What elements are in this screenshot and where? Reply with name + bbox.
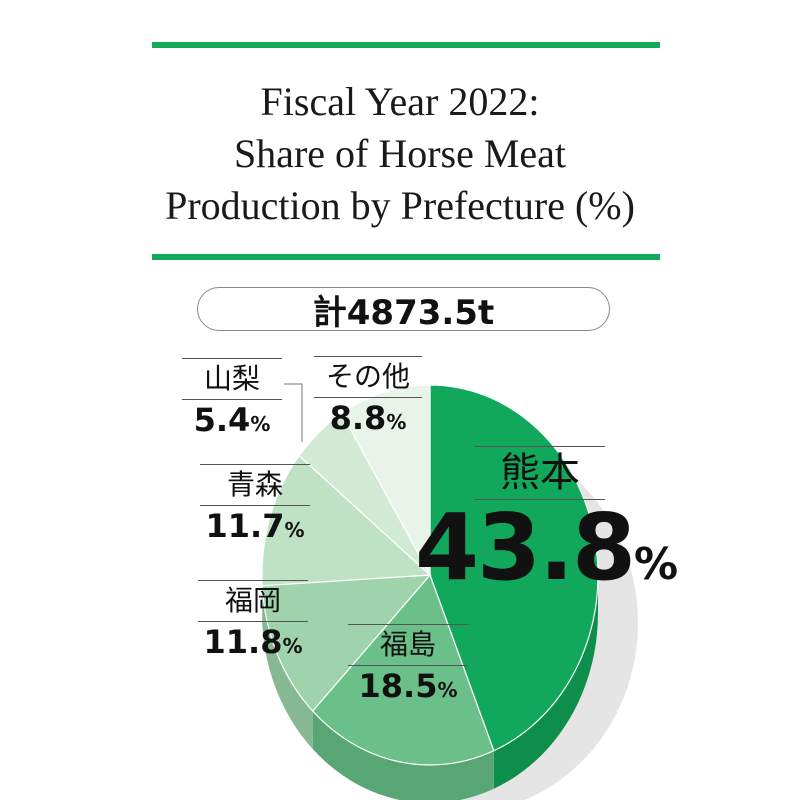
slice-name-yamanashi: 山梨 bbox=[182, 358, 282, 400]
slice-unit-yamanashi: % bbox=[250, 412, 271, 436]
slice-3 bbox=[261, 454, 432, 587]
slice-name-fukuoka: 福岡 bbox=[198, 580, 308, 622]
slice-1 bbox=[311, 573, 495, 766]
slice-unit-other: % bbox=[386, 410, 407, 434]
total-badge: 計4873.5t bbox=[197, 287, 610, 333]
slice-unit-fukuoka: % bbox=[282, 634, 303, 658]
title-line-1: Fiscal Year 2022: bbox=[260, 79, 540, 124]
slice-name-fukushima: 福島 bbox=[348, 624, 468, 666]
title-line-3: Production by Prefecture (%) bbox=[165, 183, 635, 228]
slice-label-aomori: 青森 11.7% bbox=[200, 464, 310, 550]
slice-side-1 bbox=[312, 711, 494, 800]
slice-value-yamanashi: 5.4 bbox=[193, 401, 251, 439]
slice-label-yamanashi: 山梨 5.4% bbox=[182, 358, 282, 444]
slice-name-other: その他 bbox=[314, 356, 422, 398]
slice-unit-aomori: % bbox=[284, 518, 305, 542]
slice-name-aomori: 青森 bbox=[200, 464, 310, 506]
slice-value-aomori: 11.7 bbox=[205, 507, 285, 545]
slice-value-fukushima: 18.5 bbox=[358, 667, 438, 705]
slice-5 bbox=[340, 384, 431, 576]
slice-label-fukushima: 福島 18.5% bbox=[348, 624, 468, 710]
leader-line-yamanashi bbox=[284, 383, 303, 442]
slice-value-kumamoto: 43.8 bbox=[415, 494, 636, 601]
slice-side-0 bbox=[493, 575, 598, 789]
slice-label-kumamoto: 熊本 43.8% bbox=[415, 446, 678, 613]
chart-title: Fiscal Year 2022: Share of Horse Meat Pr… bbox=[60, 76, 740, 232]
slice-value-other: 8.8 bbox=[329, 399, 387, 437]
slice-unit-kumamoto: % bbox=[634, 539, 678, 590]
slice-0 bbox=[429, 384, 599, 752]
slice-name-kumamoto: 熊本 bbox=[475, 446, 605, 500]
slice-label-other: その他 8.8% bbox=[314, 356, 422, 442]
slice-label-fukuoka: 福岡 11.8% bbox=[198, 580, 308, 666]
top-rule bbox=[152, 42, 660, 48]
title-line-2: Share of Horse Meat bbox=[233, 131, 567, 176]
bottom-rule bbox=[152, 254, 660, 260]
slice-unit-fukushima: % bbox=[437, 678, 458, 702]
slice-value-fukuoka: 11.8 bbox=[203, 623, 283, 661]
slice-2 bbox=[261, 574, 432, 712]
slice-side-2 bbox=[262, 585, 313, 750]
